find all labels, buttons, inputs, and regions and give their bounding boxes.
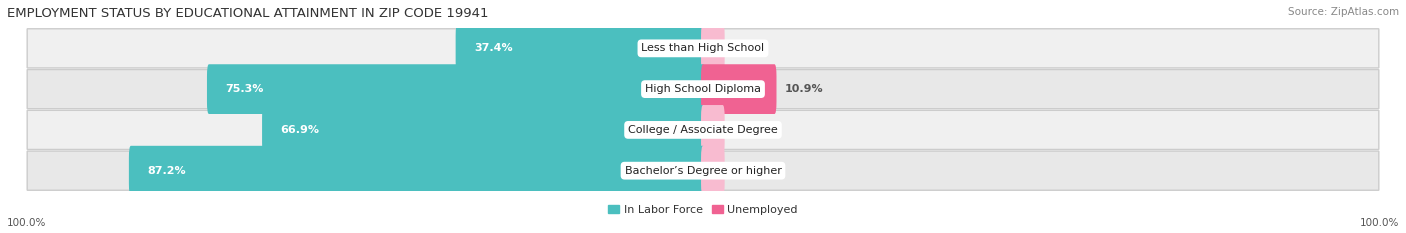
Text: 75.3%: 75.3% bbox=[225, 84, 264, 94]
FancyBboxPatch shape bbox=[456, 24, 704, 73]
Text: 100.0%: 100.0% bbox=[7, 218, 46, 228]
Text: 0.0%: 0.0% bbox=[733, 166, 763, 176]
Text: Source: ZipAtlas.com: Source: ZipAtlas.com bbox=[1288, 7, 1399, 17]
FancyBboxPatch shape bbox=[27, 70, 1379, 109]
Text: High School Diploma: High School Diploma bbox=[645, 84, 761, 94]
FancyBboxPatch shape bbox=[702, 24, 724, 73]
Text: 10.9%: 10.9% bbox=[785, 84, 823, 94]
FancyBboxPatch shape bbox=[702, 146, 724, 195]
FancyBboxPatch shape bbox=[129, 146, 704, 195]
Text: Less than High School: Less than High School bbox=[641, 43, 765, 53]
Legend: In Labor Force, Unemployed: In Labor Force, Unemployed bbox=[609, 205, 797, 215]
Text: 87.2%: 87.2% bbox=[148, 166, 186, 176]
Text: 66.9%: 66.9% bbox=[280, 125, 319, 135]
FancyBboxPatch shape bbox=[702, 64, 776, 114]
Text: Bachelor’s Degree or higher: Bachelor’s Degree or higher bbox=[624, 166, 782, 176]
FancyBboxPatch shape bbox=[27, 29, 1379, 68]
FancyBboxPatch shape bbox=[702, 105, 724, 155]
Text: 0.0%: 0.0% bbox=[733, 43, 763, 53]
Text: 37.4%: 37.4% bbox=[474, 43, 513, 53]
Text: College / Associate Degree: College / Associate Degree bbox=[628, 125, 778, 135]
FancyBboxPatch shape bbox=[262, 105, 704, 155]
Text: 0.0%: 0.0% bbox=[733, 125, 763, 135]
FancyBboxPatch shape bbox=[207, 64, 704, 114]
FancyBboxPatch shape bbox=[27, 110, 1379, 150]
Text: EMPLOYMENT STATUS BY EDUCATIONAL ATTAINMENT IN ZIP CODE 19941: EMPLOYMENT STATUS BY EDUCATIONAL ATTAINM… bbox=[7, 7, 488, 20]
FancyBboxPatch shape bbox=[27, 151, 1379, 190]
Text: 100.0%: 100.0% bbox=[1360, 218, 1399, 228]
